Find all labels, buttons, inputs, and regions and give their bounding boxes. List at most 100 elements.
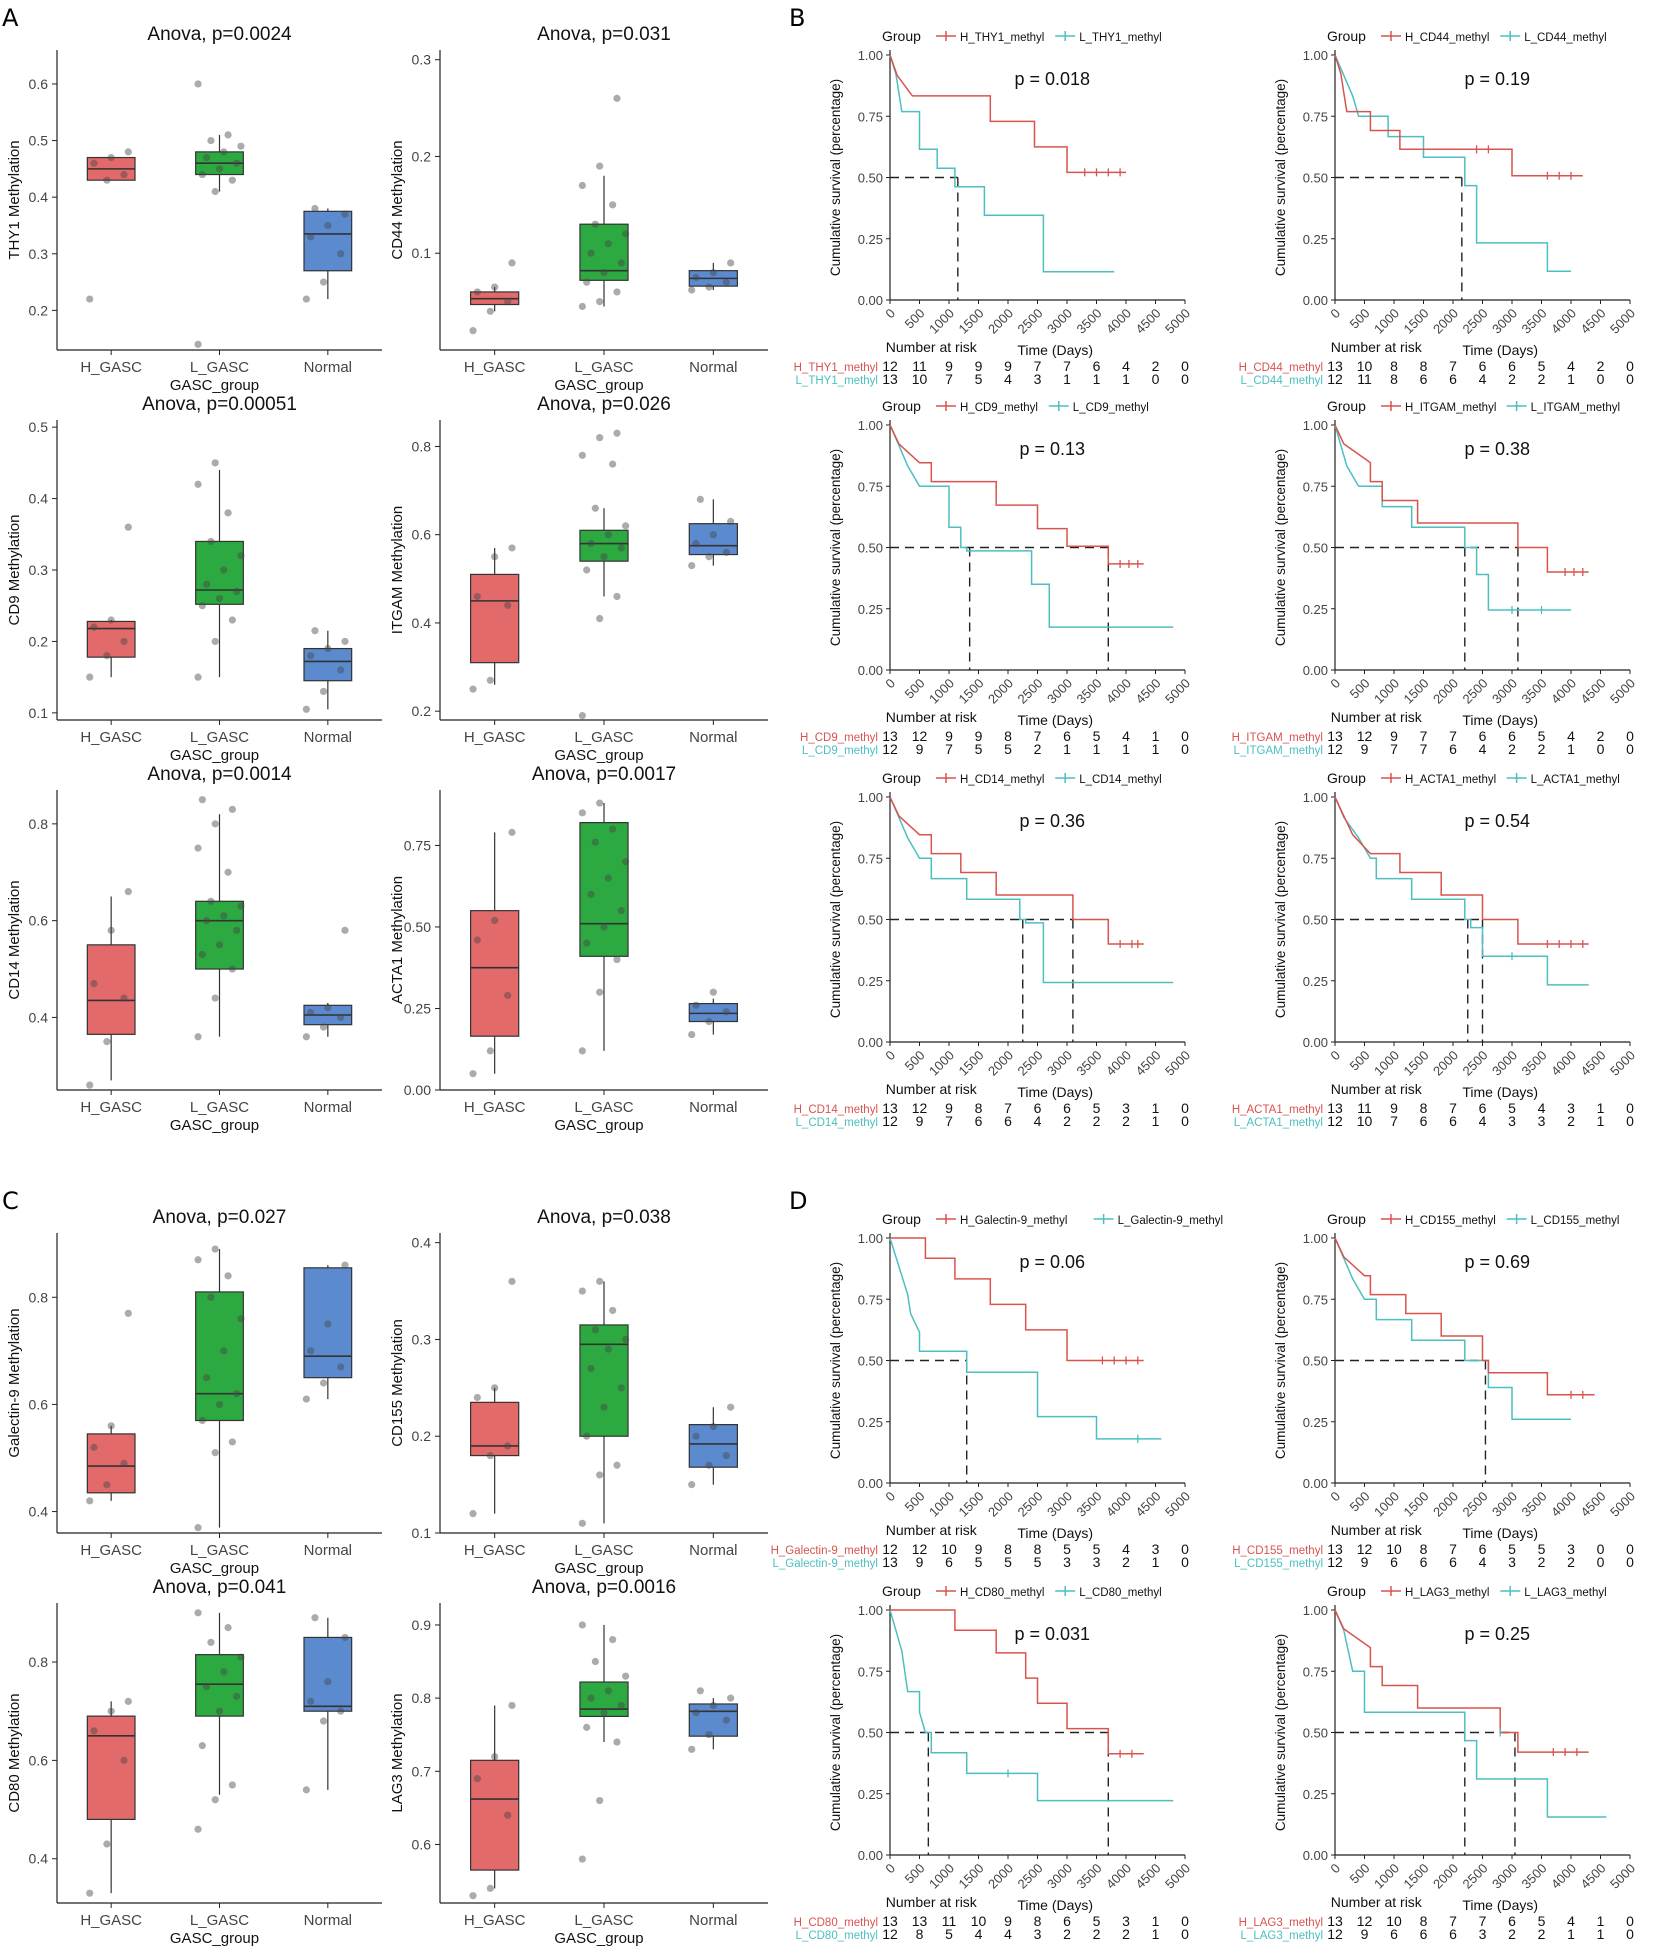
risk-count-h: 1 — [1152, 728, 1160, 744]
data-point — [341, 1633, 349, 1642]
data-point — [617, 1701, 625, 1710]
data-point — [709, 531, 717, 539]
data-point — [237, 1315, 245, 1323]
x-tick-label: 1500 — [956, 1489, 987, 1520]
data-point — [491, 1753, 499, 1761]
data-point — [578, 302, 586, 311]
x-tick-label: 2500 — [1015, 1861, 1046, 1892]
data-point — [709, 1701, 717, 1710]
x-tick-label: 2000 — [1430, 1861, 1461, 1892]
data-point — [705, 553, 713, 561]
x-axis-label: Time (Days) — [1462, 342, 1538, 358]
risk-count-h: 5 — [1538, 1541, 1546, 1557]
x-tick-label: 3500 — [1519, 1048, 1550, 1079]
boxplot-0: 0.2 0.3 0.4 0.5 0.6 Anova, p=0.0024 THY1 Methy… — [6, 24, 382, 394]
risk-count-l: 1 — [1063, 741, 1071, 757]
x-tick-label: 3500 — [1519, 676, 1550, 707]
risk-table-label: Number at risk — [1331, 1894, 1423, 1910]
box — [688, 1424, 738, 1468]
y-tick-label: 0.3 — [412, 1331, 432, 1347]
data-point — [86, 673, 94, 681]
y-tick-label: 0.50 — [1303, 171, 1328, 186]
data-point — [596, 988, 604, 996]
risk-count-l: 2 — [1063, 1926, 1071, 1942]
y-tick-label: 0.00 — [404, 1082, 431, 1098]
y-tick-label: 0.2 — [412, 1428, 432, 1444]
y-tick-label: 1.00 — [1303, 418, 1328, 433]
box — [195, 540, 244, 605]
risk-table-label: Number at risk — [886, 1081, 978, 1097]
survival-curve-l — [1334, 1609, 1607, 1818]
risk-count-l: 10 — [1357, 1113, 1373, 1129]
risk-count-l: 5 — [1004, 1554, 1012, 1570]
x-tick-label: 4500 — [1133, 1048, 1164, 1079]
risk-count-l: 4 — [1479, 371, 1487, 387]
data-point — [617, 1384, 625, 1392]
data-point — [578, 1287, 586, 1295]
risk-count-h: 7 — [1063, 358, 1071, 374]
x-axis-label: Time (Days) — [1462, 1084, 1538, 1100]
data-point — [86, 1081, 94, 1089]
risk-count-l: 12 — [882, 741, 898, 757]
data-point — [90, 623, 98, 631]
risk-count-h: 8 — [1004, 1541, 1012, 1557]
y-axis-label: Cumulative survival (percentage) — [1273, 821, 1288, 1018]
box — [470, 573, 520, 664]
risk-count-l: 2 — [1063, 1113, 1071, 1129]
data-point — [207, 537, 215, 546]
risk-count-h: 12 — [912, 1100, 928, 1116]
x-tick-label: 1500 — [956, 676, 987, 707]
y-axis-label: Cumulative survival (percentage) — [1273, 1634, 1288, 1831]
risk-count-h: 4 — [1122, 1541, 1130, 1557]
y-tick-label: 0.2 — [29, 302, 49, 318]
risk-count-h: 5 — [1093, 1541, 1101, 1557]
x-tick-label: 5000 — [1607, 1048, 1638, 1079]
data-point — [722, 1716, 730, 1724]
risk-count-h: 11 — [1357, 1100, 1372, 1116]
data-point — [722, 1008, 730, 1016]
data-point — [613, 1738, 621, 1746]
data-point — [198, 1416, 206, 1425]
data-point — [341, 1261, 349, 1269]
x-tick-label: 500 — [1347, 306, 1373, 332]
chart-title: Anova, p=0.0014 — [147, 764, 292, 785]
risk-row-label-l: L_CD44_methyl — [1241, 375, 1323, 387]
data-point — [194, 1524, 202, 1532]
risk-count-h: 8 — [1034, 1541, 1042, 1557]
x-axis-label: GASC_group — [170, 1560, 259, 1577]
y-tick-label: 0.75 — [1303, 851, 1328, 866]
x-tick-label: 3000 — [1044, 1048, 1075, 1079]
x-tick-label: H_GASC — [80, 1912, 142, 1929]
data-point — [237, 1653, 245, 1661]
y-tick-label: 0.25 — [858, 1787, 883, 1802]
box — [688, 1002, 738, 1023]
data-point — [228, 1438, 236, 1446]
risk-count-h: 1 — [1152, 1913, 1160, 1929]
y-tick-label: 1.00 — [858, 1603, 883, 1618]
data-point — [337, 250, 345, 258]
risk-count-h: 6 — [1508, 358, 1516, 374]
data-point — [688, 1481, 696, 1489]
data-point — [341, 637, 349, 646]
x-axis-label: GASC_group — [170, 1117, 259, 1134]
risk-count-l: 3 — [1093, 1554, 1101, 1570]
y-tick-label: 0.00 — [858, 1848, 883, 1863]
x-tick-label: 3000 — [1489, 306, 1520, 337]
data-point — [587, 1694, 595, 1702]
boxplot-2: 0.1 0.2 0.3 0.4 0.5 Anova, p=0.00051 CD9 Methy… — [6, 394, 382, 764]
data-point — [722, 548, 730, 556]
x-tick-label: 4000 — [1103, 306, 1134, 337]
data-point — [90, 159, 98, 167]
box — [86, 620, 136, 658]
data-point — [486, 307, 494, 315]
data-point — [508, 828, 516, 836]
risk-count-l: 1 — [1597, 1926, 1605, 1942]
y-tick-label: 0.4 — [412, 615, 432, 631]
data-point — [600, 553, 608, 561]
risk-count-l: 7 — [945, 741, 953, 757]
data-point — [622, 858, 630, 866]
y-tick-label: 0.1 — [29, 705, 49, 721]
km-plot-0: Group H_THY1_methyl L_THY1_methyl0.000.250… — [794, 28, 1193, 387]
risk-count-l: 7 — [1390, 1113, 1398, 1129]
risk-count-h: 5 — [1538, 358, 1546, 374]
